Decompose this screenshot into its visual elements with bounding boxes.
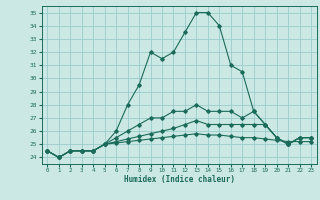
X-axis label: Humidex (Indice chaleur): Humidex (Indice chaleur) [124, 175, 235, 184]
